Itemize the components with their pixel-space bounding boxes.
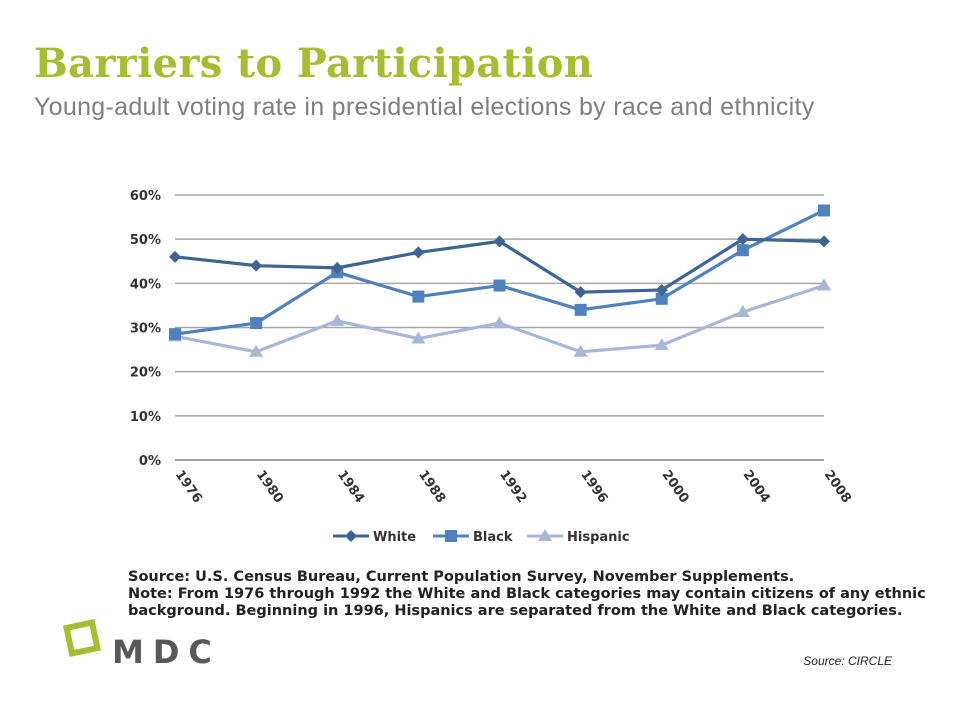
x-tick-label: 2000 bbox=[658, 468, 691, 506]
source-credit: Source: CIRCLE bbox=[803, 654, 892, 668]
data-point-black bbox=[169, 328, 181, 341]
data-point-black bbox=[574, 303, 587, 316]
slide-title: Barriers to Participation bbox=[34, 40, 594, 87]
data-point-black bbox=[412, 290, 425, 303]
mdc-logo-mark-icon bbox=[63, 619, 101, 657]
data-point-white bbox=[818, 235, 830, 248]
data-point-black bbox=[493, 279, 506, 292]
data-point-hispanic bbox=[654, 338, 669, 351]
chart-series bbox=[168, 204, 831, 357]
data-point-black bbox=[818, 204, 830, 217]
data-point-white bbox=[250, 259, 263, 272]
note-line-1: Note: From 1976 through 1992 the White a… bbox=[128, 586, 926, 602]
data-point-hispanic bbox=[735, 305, 750, 318]
y-tick-label: 50% bbox=[130, 233, 161, 248]
y-tick-label: 10% bbox=[130, 410, 161, 425]
data-point-white bbox=[493, 235, 506, 248]
series-white bbox=[169, 233, 830, 299]
data-point-hispanic bbox=[249, 344, 264, 357]
data-point-hispanic bbox=[573, 344, 588, 357]
x-tick-label: 1980 bbox=[253, 468, 286, 506]
data-point-black bbox=[736, 244, 749, 257]
y-tick-label: 20% bbox=[130, 366, 161, 381]
data-point-black bbox=[655, 292, 668, 305]
data-point-white bbox=[655, 283, 668, 296]
legend-label-white: White bbox=[373, 530, 416, 545]
data-point-hispanic bbox=[330, 313, 345, 326]
x-tick-label: 1988 bbox=[415, 468, 448, 506]
series-black bbox=[169, 204, 830, 341]
source-note: Source: U.S. Census Bureau, Current Popu… bbox=[128, 569, 795, 585]
data-point-black bbox=[250, 317, 263, 330]
x-tick-label: 2008 bbox=[821, 468, 854, 506]
x-tick-label: 2004 bbox=[740, 468, 773, 506]
legend-label-hispanic: Hispanic bbox=[567, 530, 630, 545]
x-tick-label: 1992 bbox=[496, 468, 529, 506]
y-tick-label: 40% bbox=[130, 277, 161, 292]
y-tick-label: 30% bbox=[130, 322, 161, 337]
x-tick-label: 1976 bbox=[172, 468, 205, 506]
legend-item-white: White bbox=[333, 530, 416, 545]
chart-gridlines bbox=[175, 194, 824, 461]
note-line-2: background. Beginning in 1996, Hispanics… bbox=[128, 603, 903, 619]
slide-subtitle: Young-adult voting rate in presidential … bbox=[34, 93, 815, 121]
y-axis-tick-labels: 0% 10% 20% 30% 40% 50% 60% bbox=[130, 189, 161, 469]
data-point-white bbox=[412, 246, 425, 259]
chart-legend: White Black Hispanic bbox=[333, 529, 630, 545]
x-tick-label: 1984 bbox=[334, 468, 367, 506]
x-axis-tick-labels: 1976 1980 1984 1988 1992 1996 2000 2004 2008 bbox=[172, 468, 854, 506]
legend-item-hispanic: Hispanic bbox=[527, 529, 630, 545]
data-point-white bbox=[574, 286, 587, 299]
x-tick-label: 1996 bbox=[577, 468, 610, 506]
y-tick-label: 60% bbox=[130, 189, 161, 204]
legend-item-black: Black bbox=[433, 530, 513, 545]
legend-marker-white bbox=[345, 530, 357, 542]
series-line-black bbox=[174, 209, 825, 336]
data-point-white bbox=[331, 261, 344, 274]
data-point-white bbox=[736, 233, 749, 246]
y-tick-label: 0% bbox=[139, 454, 161, 469]
chart-notes: Source: U.S. Census Bureau, Current Popu… bbox=[128, 569, 926, 620]
data-point-hispanic bbox=[817, 278, 831, 291]
data-point-hispanic bbox=[411, 331, 426, 344]
mdc-logo: MDC bbox=[112, 633, 221, 671]
legend-marker-hispanic bbox=[538, 529, 552, 541]
series-hispanic bbox=[168, 278, 831, 357]
data-point-hispanic bbox=[492, 316, 507, 329]
legend-marker-black bbox=[445, 530, 457, 542]
legend-label-black: Black bbox=[473, 530, 513, 545]
data-point-white bbox=[169, 250, 181, 263]
